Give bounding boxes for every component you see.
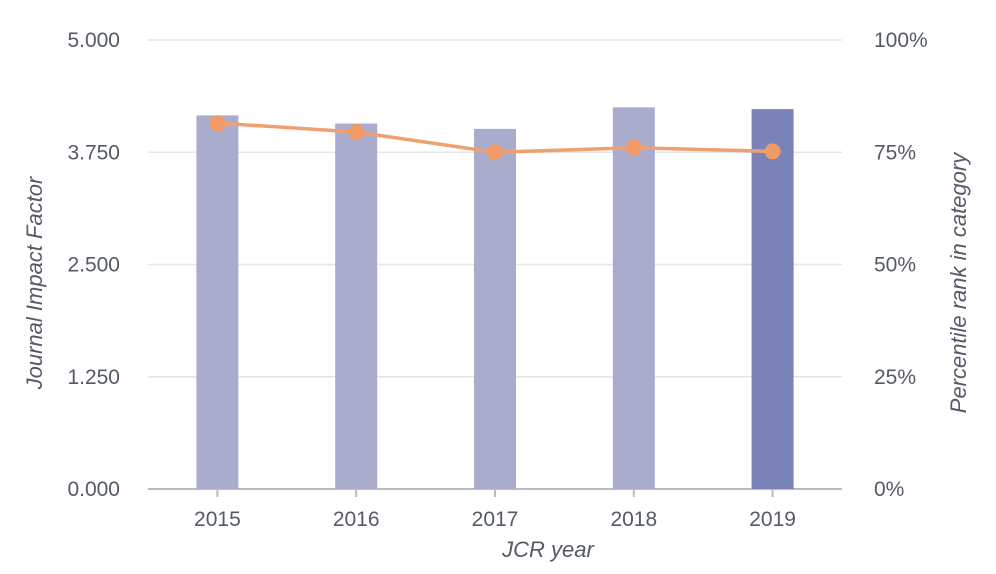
- left-axis-ticks: 0.000 1.250 2.500 3.750 5.000: [67, 29, 120, 501]
- left-axis-title: Journal Impact Factor: [22, 175, 47, 390]
- left-tick-label: 2.500: [67, 254, 120, 277]
- right-tick-label: 0%: [874, 478, 904, 501]
- right-tick-label: 25%: [874, 366, 916, 389]
- x-tick-label: 2015: [194, 508, 241, 531]
- bar-2017: [474, 128, 516, 490]
- right-axis-title: Percentile rank in category: [946, 151, 971, 413]
- left-tick-label: 0.000: [67, 478, 120, 501]
- left-tick-label: 3.750: [67, 141, 120, 164]
- right-tick-label: 50%: [874, 254, 916, 277]
- right-axis-ticks: 0% 25% 50% 75% 100%: [874, 29, 928, 501]
- percentile-point-2018: [625, 139, 642, 156]
- left-tick-label: 5.000: [67, 29, 120, 52]
- percentile-point-2016: [348, 124, 365, 141]
- x-axis-ticks: 2015 2016 2017 2018 2019: [194, 489, 796, 531]
- percentile-point-2019: [764, 143, 781, 160]
- bar-2016: [335, 123, 378, 489]
- bar-series: [196, 107, 794, 490]
- right-tick-label: 100%: [874, 29, 928, 52]
- left-tick-label: 1.250: [67, 366, 120, 389]
- bar-2018: [612, 107, 655, 489]
- right-tick-label: 75%: [874, 141, 916, 164]
- x-tick-label: 2018: [610, 508, 657, 531]
- x-axis-title: JCR year: [501, 537, 595, 562]
- percentile-point-2015: [209, 115, 226, 132]
- x-tick-label: 2016: [333, 508, 380, 531]
- line-series: [209, 115, 781, 161]
- bar-2019: [751, 109, 794, 489]
- x-tick-label: 2017: [472, 508, 519, 531]
- x-tick-label: 2019: [749, 508, 796, 531]
- percentile-point-2017: [487, 144, 503, 161]
- bar-2015: [196, 115, 239, 489]
